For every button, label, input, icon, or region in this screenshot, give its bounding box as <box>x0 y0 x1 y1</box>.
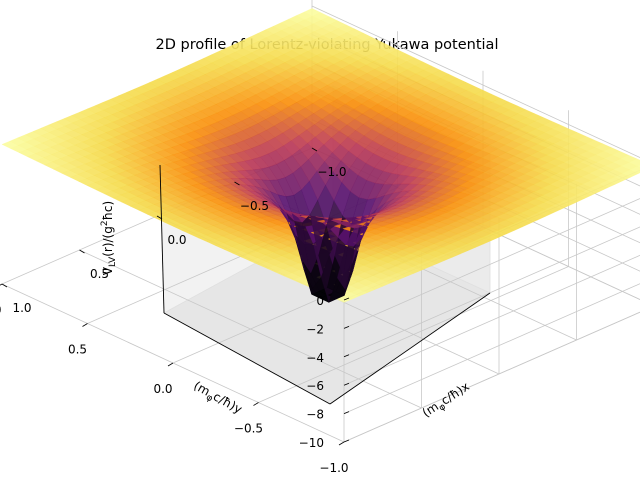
x-label-end: c/ħ)x <box>438 379 471 407</box>
y-tick <box>0 283 3 286</box>
z-tick <box>343 411 350 414</box>
y-tick-label: 0.5 <box>68 343 87 357</box>
z-label-mid: (r)/(g <box>101 226 115 257</box>
z-tick-label: 0 <box>316 294 324 308</box>
x-tick <box>234 181 240 186</box>
z-tick-label: −6 <box>306 379 324 393</box>
y-tick-label: 0.0 <box>153 382 172 396</box>
y-tick <box>338 441 345 446</box>
x-tick <box>79 249 85 254</box>
x-tick-label: 0.0 <box>167 233 186 247</box>
y-tick <box>82 323 88 327</box>
z-axis-label: VLV(r)/(g2ħc) <box>100 201 118 275</box>
x-tick-label: 0.5 <box>90 267 109 281</box>
y-label-sub: φ <box>204 393 214 405</box>
x-axis-label: (mφc/ħ)x <box>420 379 474 422</box>
x-axis-line <box>329 292 491 405</box>
z-label-sup: 2 <box>100 220 110 226</box>
y-tick-label: −1.0 <box>319 461 348 475</box>
z-tick <box>343 326 350 329</box>
y-tick <box>167 362 174 367</box>
y-axis-line <box>163 312 331 405</box>
y-tick <box>253 402 259 406</box>
y-tick-label: 1.0 <box>0 303 2 317</box>
axis-lines <box>159 164 491 405</box>
x-tick <box>1 283 8 288</box>
floor-gridline-x <box>79 249 422 409</box>
x-label-main: (m <box>420 399 441 420</box>
z-tick <box>343 439 350 443</box>
x-tick-label: −1.0 <box>317 165 346 179</box>
surface-patch <box>629 166 640 174</box>
z-tick-label: −10 <box>299 436 324 450</box>
x-label-sub: φ <box>437 402 447 414</box>
y-tick-label: −0.5 <box>234 422 263 436</box>
x-tick-label: 1.0 <box>12 301 31 315</box>
z-axis-line <box>159 164 165 314</box>
surface-plot <box>1 8 640 303</box>
z-tick-label: −4 <box>306 351 324 365</box>
y-axis-label: (mφc/ħ)y <box>190 379 245 420</box>
z-label-end: ħc) <box>101 201 115 221</box>
z-tick-label: −2 <box>306 322 324 336</box>
x-tick <box>311 147 318 152</box>
z-tick <box>343 297 350 301</box>
z-label-sub: LV <box>108 256 118 267</box>
z-tick <box>343 354 350 358</box>
z-label-main: V <box>101 266 115 275</box>
x-tick-label: −0.5 <box>240 199 269 213</box>
z-tick-label: −8 <box>306 408 324 422</box>
y-label-main: (m <box>191 379 212 399</box>
surface-patch <box>637 164 640 168</box>
x-tick <box>156 215 163 220</box>
z-tick <box>343 382 350 386</box>
ticks: 0 −2 −4 −6 −8 −10 −1.0 −0.5 0.0 0.5 1.0 −1.0 −0.5 0.0… <box>0 147 350 475</box>
